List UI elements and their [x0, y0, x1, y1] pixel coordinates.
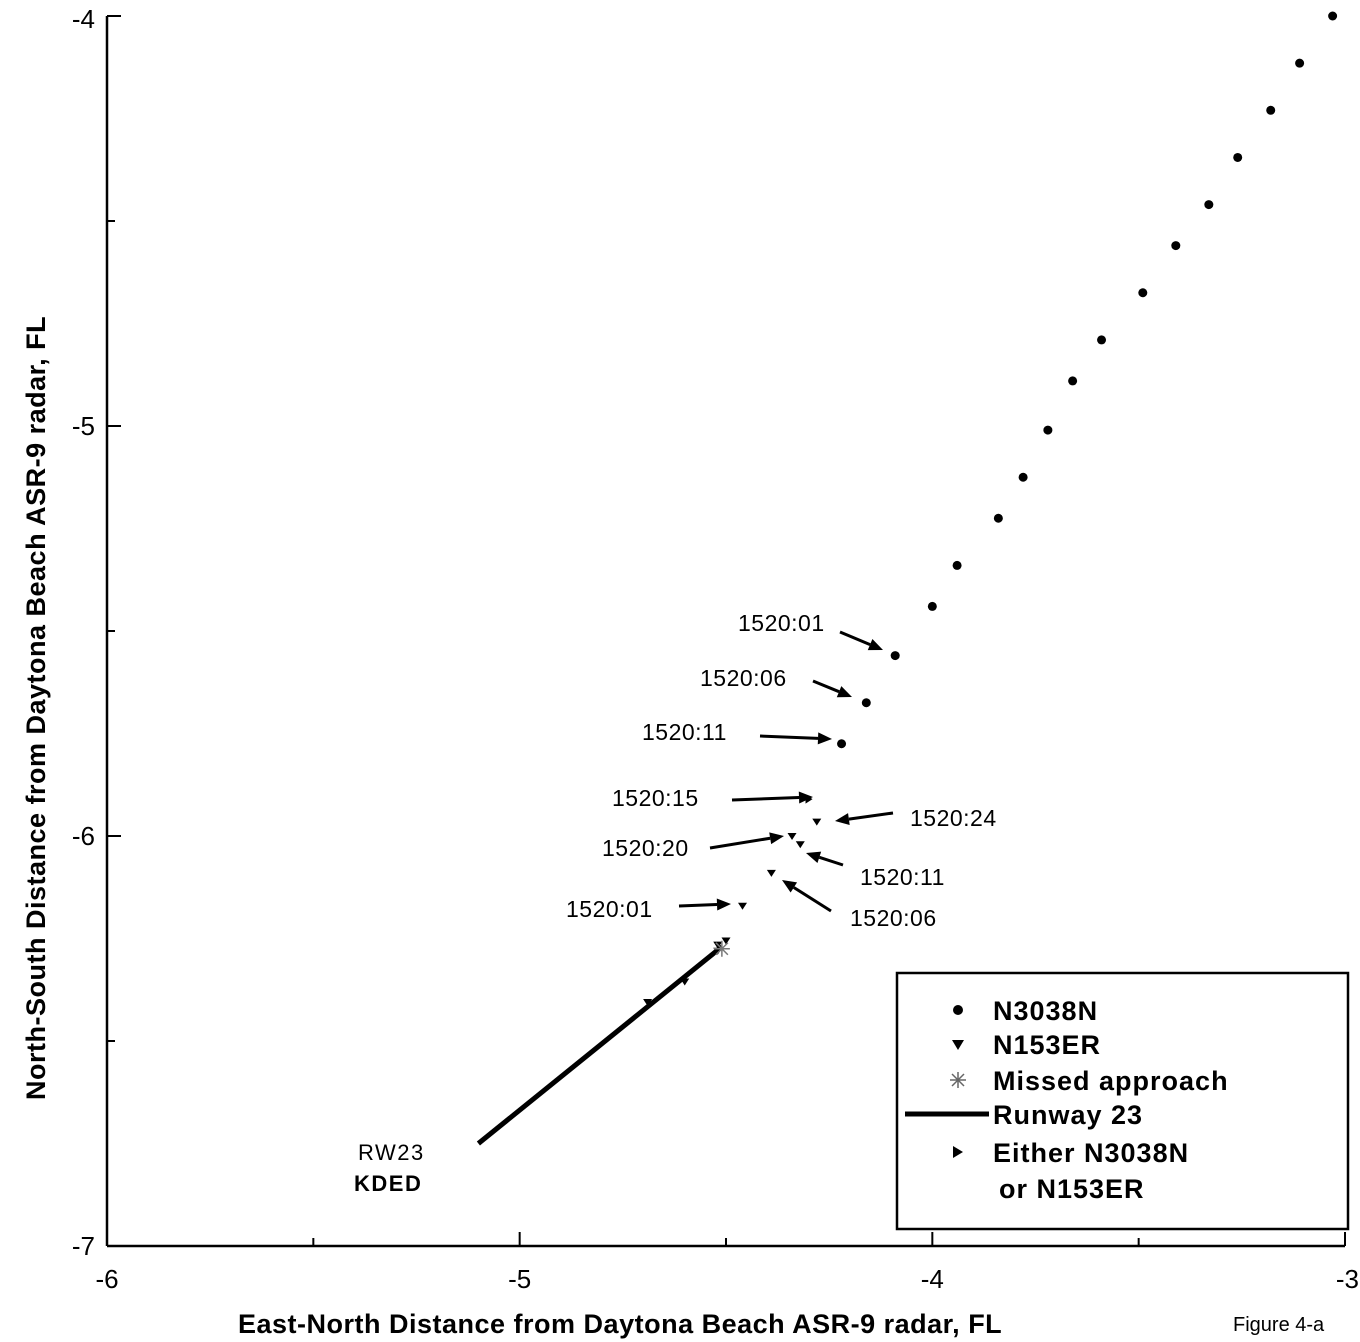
runway-23-line	[476, 944, 724, 1146]
airport-label: KDED	[354, 1171, 422, 1196]
runway-label: RW23	[358, 1140, 425, 1165]
y-tick-label: -5	[72, 411, 95, 441]
n153er-point	[795, 841, 805, 849]
annotation-label: 1520:11	[642, 719, 727, 745]
missed-approach-point	[713, 940, 730, 957]
n3038n-point	[1018, 472, 1028, 482]
axis-tick-labels: -6 -5 -4 -3-7-6-5-4	[72, 4, 1359, 1294]
annotation-arrow	[759, 732, 832, 745]
x-tick-label: -4	[921, 1264, 944, 1294]
legend-label: N3038N	[993, 996, 1098, 1026]
legend-label: or N153ER	[999, 1174, 1145, 1204]
annotation-arrow	[839, 630, 883, 651]
annotation-arrow	[782, 880, 832, 913]
legend-label: Runway 23	[993, 1100, 1143, 1130]
legend-label: Either N3038N	[993, 1138, 1189, 1168]
y-tick-label: -4	[72, 4, 95, 34]
annotation-label: 1520:11	[860, 864, 945, 890]
n153er-point	[787, 833, 797, 840]
legend-asterisk-marker	[950, 1072, 966, 1088]
n153er-point	[766, 869, 776, 877]
annotation-label: 1520:24	[910, 805, 997, 831]
n153er-point	[713, 947, 723, 955]
n3038n-point	[1138, 288, 1148, 298]
annotation-arrow	[678, 898, 731, 911]
legend-box	[895, 971, 1350, 1231]
n3038n-point	[890, 651, 900, 661]
n3038n-point	[1097, 335, 1107, 345]
n153er-point	[680, 978, 690, 986]
annotation-label: 1520:01	[738, 610, 825, 636]
series-n153er	[643, 818, 822, 1007]
x-tick-label: -5	[508, 1264, 531, 1294]
legend-label: Missed approach	[993, 1066, 1229, 1096]
series-missed-approach	[713, 940, 730, 957]
annotation-label: 1520:15	[612, 785, 699, 811]
n3038n-point	[993, 513, 1003, 523]
annotation-label: 1520:20	[602, 835, 689, 861]
n153er-point	[812, 818, 822, 826]
legend-triangle-right-marker	[953, 1146, 963, 1158]
n153er-point	[643, 999, 653, 1007]
annotation-label: 1520:01	[566, 896, 653, 922]
n3038n-point	[837, 739, 847, 749]
n3038n-point	[1266, 105, 1276, 115]
n3038n-point	[952, 560, 962, 570]
series-n3038n	[837, 11, 1338, 749]
n3038n-point	[1233, 152, 1243, 162]
legend-triangle-down-marker	[952, 1040, 964, 1050]
n3038n-point	[1068, 376, 1078, 386]
n3038n-point	[861, 698, 871, 708]
annotation-label: 1520:06	[850, 905, 937, 931]
n153er-point	[738, 902, 748, 910]
n153er-point	[721, 937, 731, 945]
n3038n-point	[1171, 241, 1181, 251]
n3038n-point	[1043, 425, 1053, 435]
annotation-arrow	[835, 811, 894, 826]
n3038n-point	[927, 601, 937, 611]
figure-caption: Figure 4-a	[1233, 1314, 1325, 1336]
legend-circle-marker	[953, 1005, 963, 1015]
n3038n-point	[1328, 11, 1338, 21]
runway-23-segment	[476, 944, 724, 1146]
n3038n-point	[1204, 200, 1214, 210]
n3038n-point	[1295, 58, 1305, 68]
y-tick-label: -7	[72, 1231, 95, 1261]
y-axis-title: North-South Distance from Daytona Beach …	[21, 316, 51, 1100]
annotation-label: 1520:06	[700, 665, 787, 691]
x-tick-label: -6	[95, 1264, 118, 1294]
axis-ticks	[106, 15, 1346, 1247]
annotation-arrow	[709, 832, 784, 850]
x-axis-title: East-North Distance from Daytona Beach A…	[238, 1309, 1002, 1339]
x-tick-label: -3	[1336, 1264, 1359, 1294]
time-annotations: 1520:01 1520:06 1520:11 1520:15 1520:24 …	[566, 610, 997, 931]
annotation-arrow	[731, 791, 813, 804]
y-tick-label: -6	[72, 821, 95, 851]
annotation-arrow	[812, 679, 852, 698]
legend-label: N153ER	[993, 1030, 1101, 1060]
annotation-arrow	[806, 851, 844, 867]
legend: N3038N N153ER Missed approach Runway 23 …	[895, 971, 1350, 1231]
annotation-arrows	[678, 630, 894, 913]
